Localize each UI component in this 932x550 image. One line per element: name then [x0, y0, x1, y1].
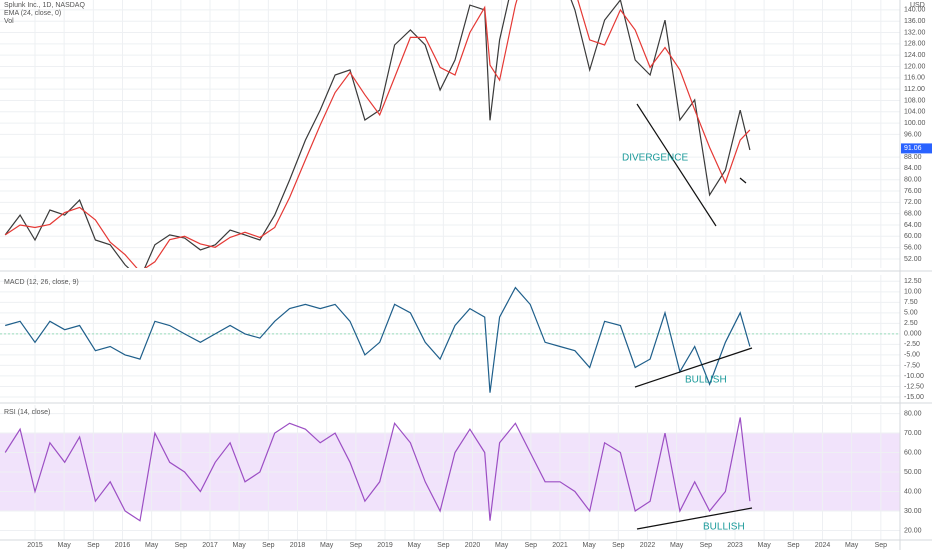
x-tick-label: Sep — [437, 542, 450, 549]
x-tick-label: Sep — [875, 542, 888, 549]
pane-title: MACD (12, 26, close, 9) — [4, 279, 79, 286]
y-tick-label: 20.00 — [904, 527, 922, 534]
y-tick-label: 88.00 — [904, 154, 922, 161]
last-price-tag — [901, 143, 932, 154]
x-tick-label: Sep — [700, 542, 713, 549]
x-tick-label: May — [583, 542, 597, 549]
y-tick-label: 72.00 — [904, 199, 922, 206]
annotation: BULLISH — [703, 522, 745, 533]
series-line — [5, 286, 751, 393]
y-tick-label: 12.50 — [904, 278, 922, 285]
series-layer — [4, 0, 751, 522]
y-tick-label: 112.00 — [904, 86, 925, 93]
y-tick-label: 40.00 — [904, 488, 922, 495]
x-tick-label: 2015 — [27, 542, 43, 549]
annotation: BULLISH — [685, 375, 727, 386]
indicator-label: EMA (24, close, 0) — [4, 10, 61, 17]
annotation: DIVERGENCE — [622, 153, 688, 164]
y-tick-label: 80.00 — [904, 177, 922, 184]
y-tick-label: 100.00 — [904, 120, 926, 127]
y-tick-label: 56.00 — [904, 244, 922, 251]
y-tick-label: 68.00 — [904, 211, 922, 218]
y-tick-label: 136.00 — [904, 18, 926, 25]
y-tick-label: 80.00 — [904, 410, 922, 417]
x-tick-label: 2024 — [815, 542, 831, 549]
currency-label: USD — [910, 2, 925, 9]
series-line — [4, 0, 751, 268]
y-tick-label: -5.00 — [904, 352, 920, 359]
x-tick-label: 2018 — [290, 542, 306, 549]
y-tick-label: 96.00 — [904, 131, 922, 138]
series-line — [4, 0, 751, 268]
x-tick-label: 2016 — [115, 542, 131, 549]
x-tick-label: 2017 — [202, 542, 218, 549]
y-tick-label: 128.00 — [904, 41, 926, 48]
y-tick-label: 108.00 — [904, 97, 926, 104]
x-tick-label: May — [495, 542, 509, 549]
trend-line — [636, 103, 717, 227]
y-tick-label: 30.00 — [904, 508, 922, 515]
last-price-label: 91.06 — [904, 145, 922, 152]
x-tick-label: May — [320, 542, 334, 549]
y-tick-label: 60.00 — [904, 233, 922, 240]
y-tick-label: 104.00 — [904, 109, 926, 116]
y-tick-label: 60.00 — [904, 449, 922, 456]
y-tick-label: -10.00 — [904, 373, 924, 380]
x-tick-label: 2022 — [640, 542, 656, 549]
chart-title: Splunk Inc., 1D, NASDAQ — [4, 2, 85, 9]
series-line — [4, 417, 751, 522]
pane-title: RSI (14, close) — [4, 409, 50, 416]
y-tick-label: 50.00 — [904, 469, 922, 476]
x-tick-label: May — [408, 542, 422, 549]
x-tick-label: Sep — [787, 542, 800, 549]
y-tick-label: -12.50 — [904, 383, 924, 390]
x-tick-label: May — [845, 542, 859, 549]
y-tick-label: 0.000 — [904, 331, 922, 338]
x-tick-label: 2023 — [727, 542, 743, 549]
y-tick-label: 116.00 — [904, 75, 925, 82]
x-tick-label: Sep — [175, 542, 188, 549]
x-tick-label: Sep — [350, 542, 363, 549]
y-tick-label: 64.00 — [904, 222, 922, 229]
y-tick-label: 140.00 — [904, 7, 926, 14]
y-tick-label: -7.50 — [904, 362, 920, 369]
y-tick-label: 76.00 — [904, 188, 922, 195]
x-tick-label: May — [233, 542, 247, 549]
x-tick-label: 2019 — [377, 542, 393, 549]
trend-line — [634, 347, 753, 388]
x-tick-label: 2021 — [552, 542, 568, 549]
y-tick-label: 5.00 — [904, 310, 918, 317]
x-tick-label: May — [145, 542, 159, 549]
x-tick-label: Sep — [262, 542, 275, 549]
x-tick-label: May — [670, 542, 684, 549]
x-tick-label: Sep — [525, 542, 538, 549]
y-tick-label: -15.00 — [904, 394, 924, 401]
x-tick-label: May — [757, 542, 771, 549]
x-tick-label: 2020 — [465, 542, 481, 549]
y-tick-label: 2.50 — [904, 320, 918, 327]
x-tick-label: Sep — [612, 542, 625, 549]
trend-line — [739, 177, 747, 184]
y-tick-label: 120.00 — [904, 63, 926, 70]
x-tick-label: May — [58, 542, 72, 549]
y-tick-label: 84.00 — [904, 165, 922, 172]
y-tick-label: 7.50 — [904, 299, 918, 306]
y-tick-label: -2.50 — [904, 341, 920, 348]
y-tick-label: 52.00 — [904, 256, 922, 263]
y-tick-label: 70.00 — [904, 430, 922, 437]
grid-layer — [0, 0, 900, 540]
x-tick-label: Sep — [87, 542, 100, 549]
indicator-label: Vol — [4, 18, 14, 25]
y-tick-label: 10.00 — [904, 289, 922, 296]
y-tick-label: 124.00 — [904, 52, 926, 59]
y-tick-label: 132.00 — [904, 29, 926, 36]
trend-line — [636, 507, 753, 530]
